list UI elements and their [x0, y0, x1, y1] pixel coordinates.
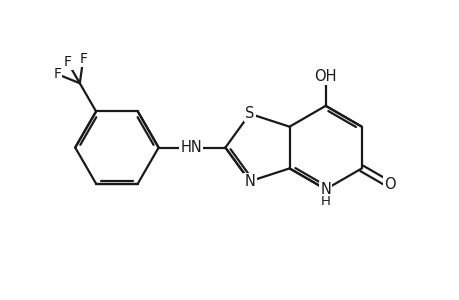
Text: N: N: [319, 182, 330, 197]
Text: S: S: [245, 106, 254, 121]
Text: O: O: [383, 177, 395, 192]
Text: OH: OH: [314, 69, 336, 84]
Text: H: H: [320, 195, 330, 208]
Text: F: F: [63, 55, 72, 69]
Text: F: F: [53, 67, 61, 81]
Text: N: N: [244, 174, 255, 189]
Text: F: F: [79, 52, 87, 66]
Text: HN: HN: [180, 140, 202, 155]
